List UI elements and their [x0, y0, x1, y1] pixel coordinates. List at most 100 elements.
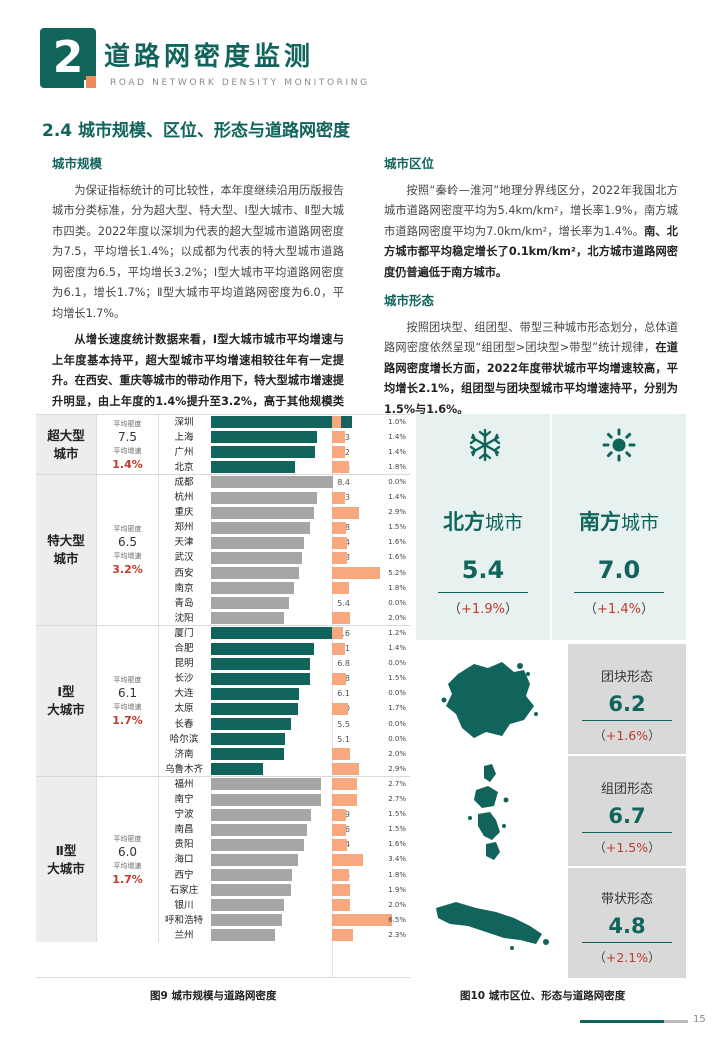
density-value-label: 6.1: [337, 689, 350, 699]
city-group-stats: 平均密度 6.0 平均增速 1.7%: [96, 777, 158, 943]
column-divider: [158, 777, 159, 943]
chart-row: 大连 6.1 0.0%: [158, 686, 410, 701]
chart-row: 成都 8.4 0.0%: [158, 475, 410, 490]
density-bar: [211, 929, 275, 942]
figure9-caption: 图9 城市规模与道路网密度: [150, 990, 277, 1002]
growth-bar: [332, 884, 350, 897]
cluster-form-value: 6.2: [608, 692, 646, 716]
density-bar: [211, 612, 284, 625]
growth-value-label: 1.4%: [388, 447, 406, 456]
growth-value-label: 1.2%: [388, 628, 406, 637]
avg-growth-value: 3.2%: [112, 563, 143, 577]
group-form-info: 组团形态 6.7 （+1.5%）: [568, 756, 686, 866]
form-panel: 团块形态 6.2 （+1.6%） 组团形态 6.7 （+1.5%） 带状形态 4…: [416, 644, 686, 978]
city-label: 西安: [174, 567, 194, 579]
growth-value-label: 2.9%: [388, 508, 406, 517]
chart-row: 乌鲁木齐3.62.9%: [158, 762, 410, 777]
chart-bottom-border: [36, 977, 410, 978]
growth-value-label: 1.6%: [388, 840, 406, 849]
city-group: Ⅰ型 大城市 平均密度 6.1 平均增速 1.7%: [36, 625, 410, 777]
chart-row: 上海7.31.4%: [158, 430, 410, 445]
paren-close: ）: [640, 602, 654, 617]
city-label: 大连: [174, 688, 194, 700]
paren-close: ）: [504, 602, 518, 617]
density-bar: [211, 808, 312, 821]
density-bar: [211, 491, 317, 504]
chart-row: 海口6.03.4%: [158, 852, 410, 867]
growth-value-label: 2.7%: [388, 779, 406, 788]
chapter-title: 道路网密度监测: [104, 42, 315, 72]
snowflake-icon: [469, 428, 501, 462]
growth-value-label: 1.7%: [388, 704, 406, 713]
growth-value-label: 2.0%: [388, 613, 406, 622]
density-bar: [211, 627, 336, 640]
growth-value-label: 2.0%: [388, 749, 406, 758]
city-label: 厦门: [174, 627, 194, 639]
chart-row: 宁波6.91.5%: [158, 807, 410, 822]
city-group-label: 特大型 城市: [36, 475, 96, 626]
avg-growth-value: 1.7%: [112, 872, 143, 886]
city-label: 石家庄: [169, 884, 199, 896]
growth-bar: [332, 763, 359, 776]
avg-density-value: 6.5: [117, 535, 138, 550]
growth-bar: [332, 536, 347, 549]
paren-open: （: [593, 950, 606, 965]
density-bar: [211, 672, 310, 685]
growth-bar: [332, 431, 345, 444]
city-label: 西宁: [174, 869, 194, 881]
density-value-label: 6.8: [337, 659, 350, 669]
chart-row: 郑州6.81.5%: [158, 520, 410, 535]
density-bar: [211, 869, 293, 881]
density-bar: [211, 702, 298, 715]
city-label: 合肥: [174, 643, 194, 654]
city-label: 南宁: [174, 794, 194, 805]
density-bar: [211, 582, 294, 595]
south-name: 南方城市: [552, 506, 686, 536]
cluster-form-growth-value: +1.6%: [605, 728, 649, 743]
south-name-bold: 南方: [578, 510, 621, 534]
growth-value-label: 1.5%: [388, 674, 406, 683]
avg-density-value: 6.0: [117, 844, 138, 859]
density-bar: [211, 823, 307, 836]
density-value-label: 5.4: [337, 598, 350, 608]
chart-row: 北京5.81.8%: [158, 460, 410, 475]
city-location-heading: 城市区位: [384, 156, 435, 171]
density-bar: [211, 748, 284, 761]
north-growth: （+1.9%）: [416, 598, 550, 617]
growth-bar: [332, 416, 342, 428]
density-value-label: 8.4: [337, 477, 350, 487]
growth-bar: [332, 778, 357, 791]
city-label: 长沙: [174, 673, 194, 685]
chart-row: 杭州7.31.4%: [158, 490, 410, 505]
city-scale-bold-text: 从增长速度统计数据来看，Ⅰ型大城市城市平均增速与上年度基本持平，超大型城市平均增…: [52, 333, 344, 428]
city-label: 海口: [174, 854, 194, 866]
growth-bar: [332, 506, 359, 519]
group-form-underline: [582, 832, 672, 833]
chart-row: 长沙6.81.5%: [158, 671, 410, 686]
city-label: 青岛: [174, 597, 194, 609]
city-label: 上海: [174, 431, 194, 443]
density-bar: [211, 884, 291, 897]
group-form-growth: （+1.5%）: [568, 837, 686, 856]
city-label: 北京: [174, 461, 194, 473]
city-label: 深圳: [174, 416, 194, 428]
avg-density-label: 平均密度: [113, 676, 142, 685]
city-group-stats: 平均密度 6.1 平均增速 1.7%: [96, 626, 158, 777]
region-panel: 北方城市 5.4 （+1.9%） 南方城市 7.0 （+1.4%）: [416, 414, 686, 640]
city-group-label: Ⅱ型 大城市: [36, 777, 96, 943]
cluster-form-underline: [582, 720, 672, 721]
avg-growth-value: 1.7%: [112, 714, 143, 728]
density-bar: [211, 506, 314, 519]
growth-value-label: 0.0%: [388, 734, 406, 743]
growth-value-label: 1.4%: [388, 432, 406, 441]
growth-value-label: 1.8%: [388, 462, 406, 471]
density-bar: [211, 733, 285, 746]
growth-bar: [332, 612, 351, 625]
city-group: 特大型 城市 平均密度 6.5 平均增速 3.2%: [36, 474, 410, 626]
paren-open: （: [584, 602, 598, 617]
linear-form-underline: [582, 942, 672, 943]
growth-bar: [332, 853, 364, 866]
column-divider: [158, 626, 159, 777]
group-map-shape: [468, 764, 509, 860]
city-label: 昆明: [174, 658, 194, 670]
